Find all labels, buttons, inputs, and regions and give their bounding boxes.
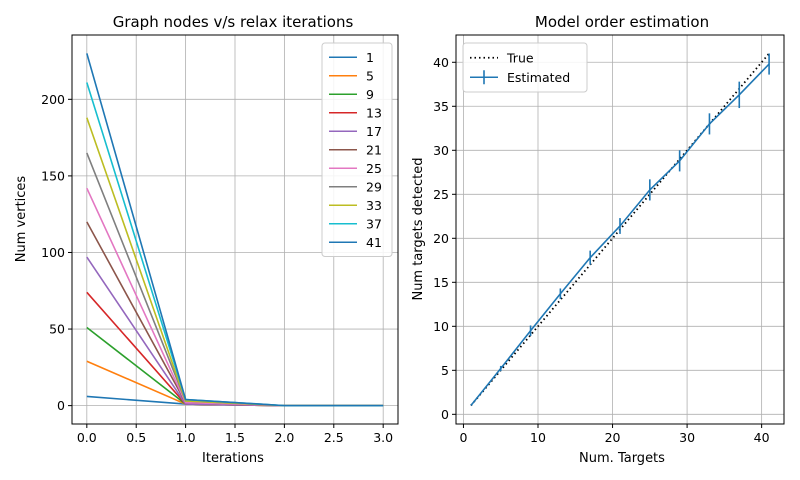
y-tick-label: 25 [433, 187, 449, 202]
x-tick-label: 2.5 [324, 430, 344, 445]
legend-label: 25 [366, 161, 382, 176]
x-tick-label: 20 [605, 430, 621, 445]
series-line-41 [86, 53, 384, 407]
legend-label: 9 [366, 87, 374, 102]
chart-title: Graph nodes v/s relax iterations [113, 13, 354, 31]
y-tick-label: 35 [433, 99, 449, 114]
gridlines [456, 35, 784, 424]
y-tick-label: 150 [41, 168, 65, 183]
legend-label: 29 [366, 179, 382, 194]
x-tick-label: 1.0 [176, 430, 196, 445]
legend-label: 41 [366, 235, 382, 250]
x-tick-label: 3.0 [373, 430, 393, 445]
legend-label: 1 [366, 50, 374, 65]
legend-label: True [506, 50, 534, 65]
plot-lines [86, 53, 384, 407]
x-tick-label: 2.0 [274, 430, 294, 445]
x-tick-label: 1.5 [225, 430, 245, 445]
y-tick-label: 0 [57, 398, 65, 413]
chart-graph-nodes: Graph nodes v/s relax iterations Iterati… [14, 13, 399, 466]
x-tick-label: 30 [679, 430, 695, 445]
x-tick-label: 10 [530, 430, 546, 445]
axis-ticks: 0 10 20 30 40 0 5 10 15 20 25 30 35 40 [433, 55, 770, 445]
legend-label: Estimated [507, 70, 570, 85]
x-tick-label: 0.5 [126, 430, 146, 445]
axis-ticks: 0.0 0.5 1.0 1.5 2.0 2.5 3.0 0 50 100 150 200 [41, 92, 393, 445]
legend: 1 5 9 13 17 21 25 29 33 37 41 [321, 42, 393, 257]
legend-label: 21 [366, 142, 382, 157]
y-axis-label: Num vertices [14, 176, 29, 263]
y-tick-label: 40 [433, 55, 449, 70]
y-tick-label: 200 [41, 92, 65, 107]
legend-box [462, 42, 588, 93]
y-tick-label: 100 [41, 245, 65, 260]
x-tick-label: 0.0 [77, 430, 97, 445]
y-axis-label: Num targets detected [411, 157, 426, 300]
x-tick-label: 40 [754, 430, 770, 445]
legend-label: 13 [366, 105, 382, 120]
chart-model-order: Model order estimation Num. Targets Num … [411, 13, 785, 466]
x-axis-label: Iterations [202, 451, 264, 466]
y-tick-label: 10 [433, 319, 449, 334]
series-line-Estimated [470, 63, 770, 407]
x-tick-label: 0 [459, 430, 467, 445]
x-axis-label: Num. Targets [579, 451, 665, 466]
y-tick-label: 5 [441, 363, 449, 378]
legend-label: 17 [366, 124, 382, 139]
y-tick-label: 50 [49, 322, 65, 337]
y-tick-label: 0 [441, 407, 449, 422]
legend-label: 5 [366, 68, 374, 83]
y-tick-label: 30 [433, 143, 449, 158]
axes-frame [455, 34, 785, 425]
legend-label: 33 [366, 198, 382, 213]
chart-title: Model order estimation [535, 13, 709, 31]
plot-lines [470, 52, 770, 407]
legend-label: 37 [366, 216, 382, 231]
y-tick-label: 15 [433, 275, 449, 290]
legend: True Estimated [462, 42, 588, 93]
y-tick-label: 20 [433, 231, 449, 246]
